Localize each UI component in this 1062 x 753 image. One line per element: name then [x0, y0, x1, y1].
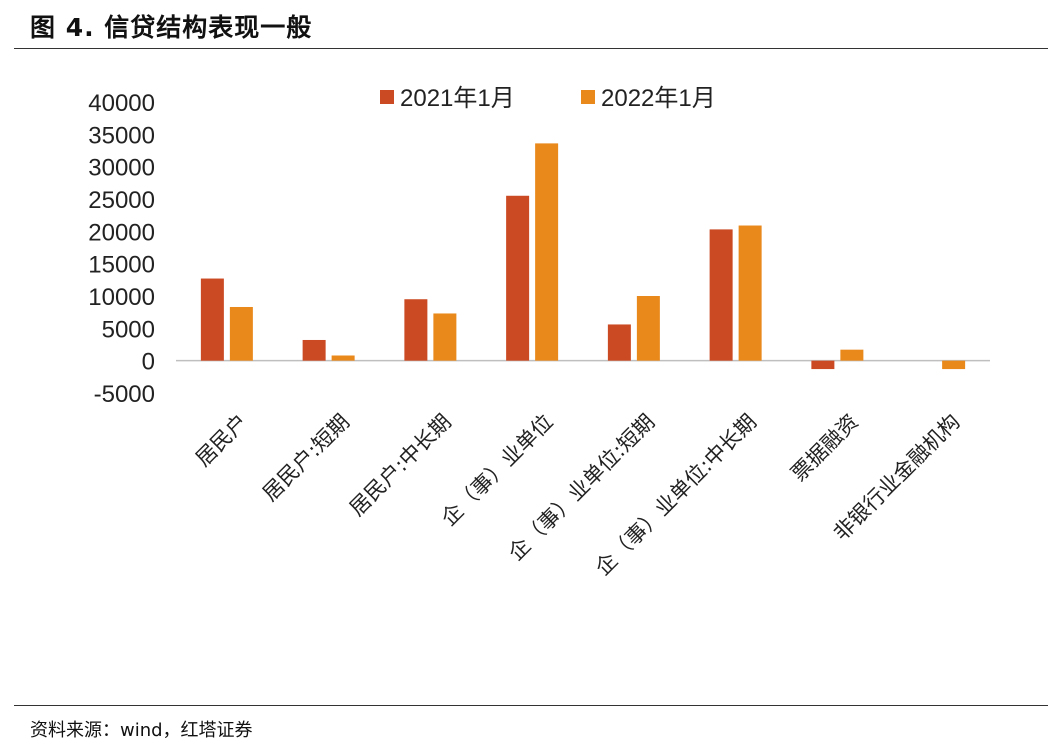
- legend: 2021年1月 2022年1月: [380, 85, 716, 112]
- x-tick-label: 居民户:中长期: [345, 410, 456, 521]
- figure-title: 图 4. 信贷结构表现一般: [30, 13, 313, 42]
- bar-2022: [535, 143, 559, 361]
- legend-swatch-2021: [380, 90, 394, 104]
- y-tick-label: 10000: [88, 284, 155, 311]
- source-rule: [14, 705, 1048, 706]
- y-tick-label: 0: [142, 349, 155, 376]
- y-tick-label: 20000: [88, 219, 155, 246]
- bar-2021: [506, 195, 530, 361]
- x-tick-label: 居民户:短期: [258, 410, 354, 506]
- bars: [200, 143, 966, 370]
- y-tick-label: 35000: [88, 122, 155, 149]
- x-tick-label: 居民户: [191, 410, 253, 472]
- x-tick-label: 票据融资: [787, 410, 863, 486]
- y-tick-label: -5000: [94, 381, 155, 408]
- bar-2021: [200, 278, 224, 361]
- bar-2021: [811, 360, 835, 370]
- bar-2021: [302, 339, 326, 361]
- bar-2022: [331, 355, 355, 361]
- source-note: 资料来源：wind，红塔证券: [30, 720, 253, 741]
- y-axis-ticks: 40000 35000 30000 25000 20000 15000 10000 5000 0…: [88, 90, 155, 408]
- bar-chart: 40000 35000 30000 25000 20000 15000 10000 5000 0…: [88, 85, 990, 580]
- bar-2022: [738, 225, 762, 361]
- y-tick-label: 15000: [88, 252, 155, 279]
- y-tick-label: 30000: [88, 155, 155, 182]
- bar-2021: [709, 229, 733, 361]
- legend-label: 2021年1月: [400, 85, 515, 112]
- legend-swatch-2022: [581, 90, 595, 104]
- bar-2022: [433, 313, 457, 361]
- bar-2022: [942, 360, 966, 370]
- bar-2021: [404, 299, 428, 361]
- title-rule: [14, 48, 1048, 49]
- bar-2022: [840, 349, 864, 361]
- bar-2022: [636, 296, 660, 361]
- x-axis-ticks: 居民户 居民户:短期居民户:中长期企（事）业单位企（事）业单位:短期企（事）业单位…: [191, 410, 965, 580]
- legend-label: 2022年1月: [601, 85, 716, 112]
- y-tick-label: 25000: [88, 187, 155, 214]
- bar-2021: [607, 324, 631, 361]
- bar-2022: [229, 306, 253, 361]
- y-tick-label: 40000: [88, 90, 155, 117]
- y-tick-label: 5000: [102, 316, 155, 343]
